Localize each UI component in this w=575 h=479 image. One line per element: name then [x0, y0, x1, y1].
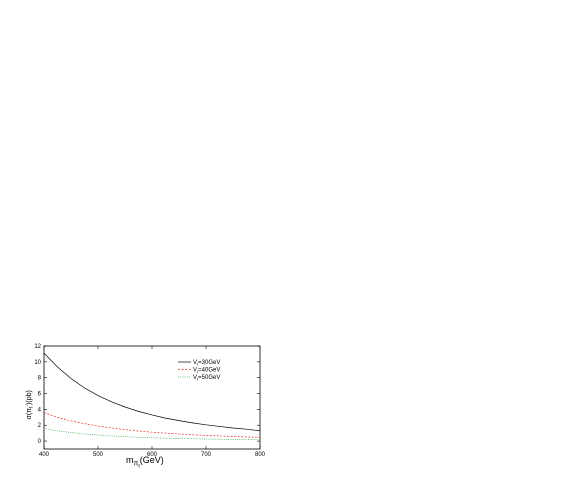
x-axis-title: mπt(GeV) [126, 455, 164, 470]
y-axis-title: σ(πt-)(pb) [25, 390, 35, 419]
legend-entry-30gev: Vt=30GeV [193, 360, 220, 367]
y-tick-label: 0 [38, 439, 42, 445]
series-line-30gev [43, 352, 261, 432]
x-tick-label: 800 [255, 452, 266, 458]
legend-entry-50gev: Vt=50GeV [193, 375, 220, 382]
x-tick-label: 500 [93, 452, 104, 458]
legend-entry-40gev: Vt=40GeV [193, 368, 220, 375]
y-tick-label: 4 [38, 407, 42, 413]
y-axis-title-suffix: )(pb) [26, 390, 33, 405]
y-axis-title-sub: t [29, 406, 35, 408]
x-tick-label: 600 [147, 452, 158, 458]
y-axis-title-text: σ(π [26, 408, 33, 420]
x-axis-title-subsub: t [138, 464, 140, 470]
plot-frame [43, 345, 261, 450]
x-axis-title-prefix: m [126, 455, 134, 465]
y-tick-label: 12 [34, 344, 41, 350]
x-axis-ticks: 400 500 600 700 800 [39, 346, 266, 458]
x-axis-title-suffix: (GeV) [140, 455, 164, 465]
y-axis-ticks: 0 2 4 6 8 10 12 [34, 344, 260, 445]
series-line-50gev [43, 428, 261, 441]
y-tick-label: 8 [38, 376, 42, 382]
y-axis-title-sup: - [25, 405, 31, 407]
x-tick-label: 400 [39, 452, 50, 458]
series-layer [43, 352, 261, 441]
y-tick-label: 6 [38, 392, 42, 398]
y-tick-label: 10 [34, 360, 41, 366]
y-tick-label: 2 [38, 423, 42, 429]
series-line-40gev [43, 412, 261, 438]
x-tick-label: 700 [201, 452, 212, 458]
plot-area: 400 500 600 700 800 0 2 4 6 8 10 12 Vt=30GeVVt=40G… [34, 344, 265, 458]
x-axis-title-sub: π [134, 461, 139, 468]
